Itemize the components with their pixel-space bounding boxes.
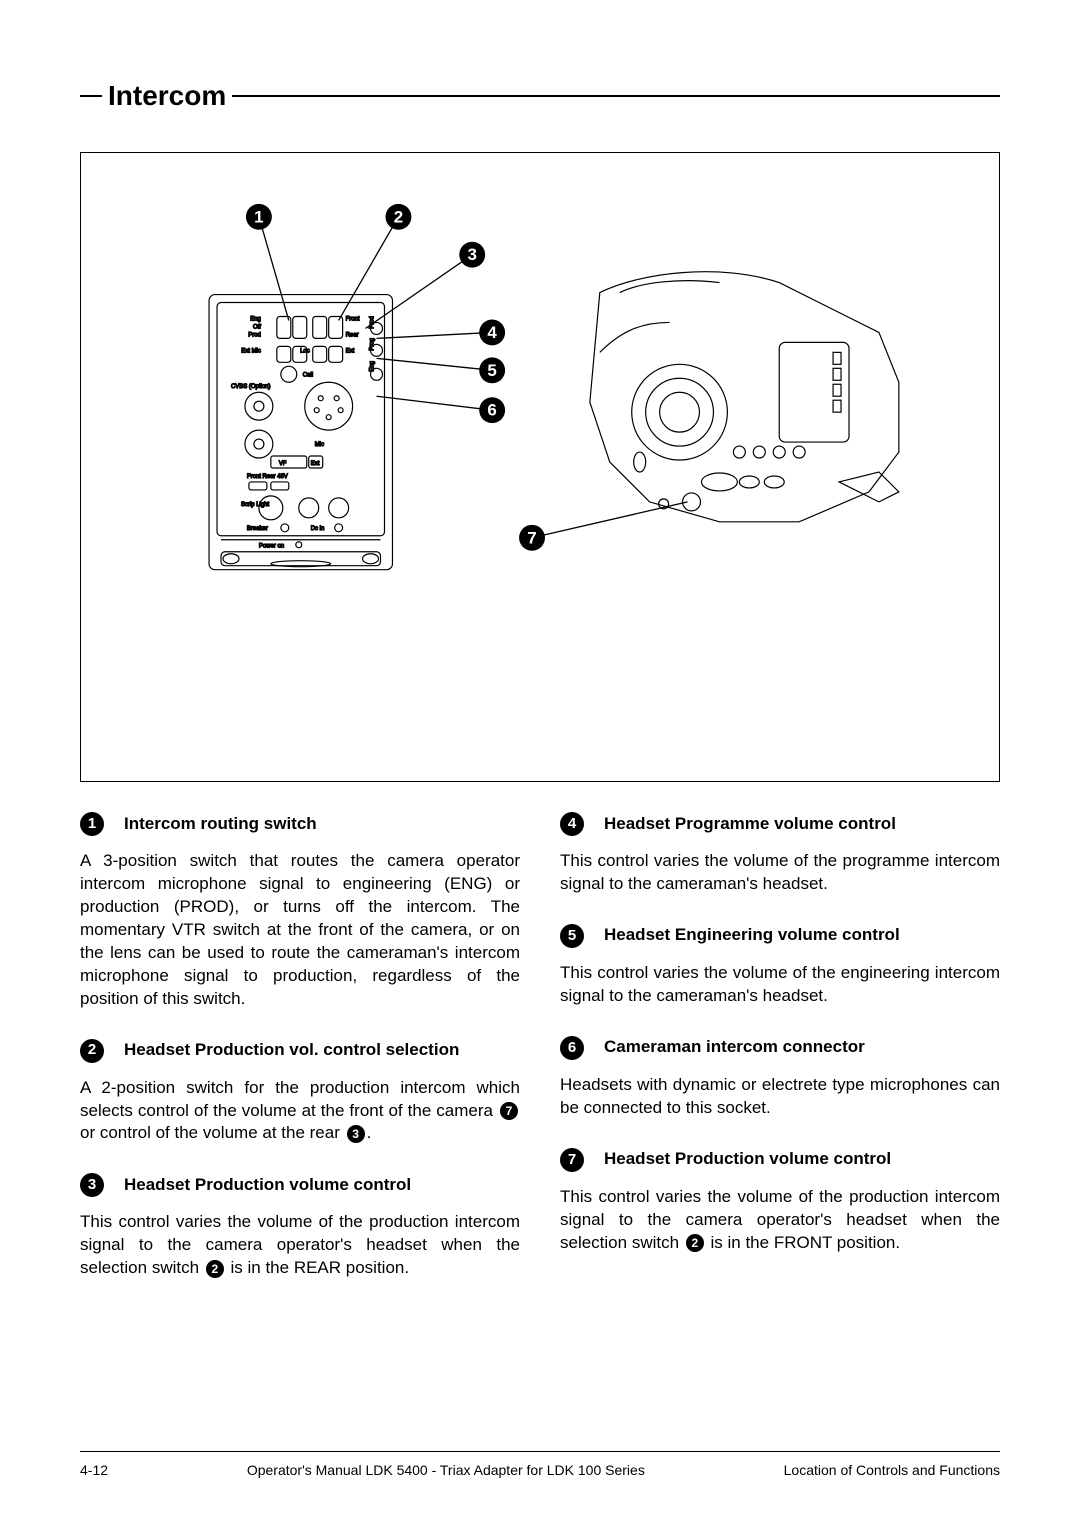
- item-title: Headset Production vol. control selectio…: [124, 1039, 459, 1062]
- item-badge: 3: [80, 1173, 104, 1197]
- svg-text:Call: Call: [303, 372, 313, 378]
- item-head: 6 Cameraman intercom connector: [560, 1036, 1000, 1060]
- svg-text:Dc in: Dc in: [311, 526, 325, 532]
- item-1: 1 Intercom routing switch A 3-position swi…: [80, 812, 520, 1011]
- item-head: 2 Headset Production vol. control selecti…: [80, 1039, 520, 1063]
- rule-left: [80, 95, 102, 97]
- section-title: Intercom: [108, 80, 226, 112]
- inline-badge: 7: [500, 1102, 518, 1120]
- figure-box: Eng Off Prod Front Rear Ext Mic Loc Ext …: [80, 152, 1000, 782]
- item-badge: 2: [80, 1039, 104, 1063]
- figure-svg: Eng Off Prod Front Rear Ext Mic Loc Ext …: [81, 153, 999, 781]
- svg-text:Prog: Prog: [370, 338, 376, 351]
- svg-text:Front: Front: [346, 316, 360, 322]
- item-badge: 5: [560, 924, 584, 948]
- svg-text:Eng: Eng: [250, 316, 261, 322]
- svg-text:Power on: Power on: [259, 544, 284, 550]
- item-body: This control varies the volume of the en…: [560, 962, 1000, 1008]
- right-column: 4 Headset Programme volume control This co…: [560, 812, 1000, 1308]
- item-title: Headset Production volume control: [604, 1148, 891, 1171]
- item-body: This control varies the volume of the pr…: [560, 1186, 1000, 1255]
- text-columns: 1 Intercom routing switch A 3-position swi…: [80, 812, 1000, 1308]
- item-title: Intercom routing switch: [124, 813, 317, 836]
- footer-center: Operator's Manual LDK 5400 - Triax Adapt…: [108, 1462, 784, 1478]
- item-title: Cameraman intercom connector: [604, 1036, 865, 1059]
- inline-badge: 2: [206, 1260, 224, 1278]
- item-head: 5 Headset Engineering volume control: [560, 924, 1000, 948]
- rear-panel: Eng Off Prod Front Rear Ext Mic Loc Ext …: [209, 295, 392, 570]
- camera-outline: [590, 272, 899, 522]
- item-7: 7 Headset Production volume control This c…: [560, 1148, 1000, 1255]
- svg-text:6: 6: [487, 401, 496, 420]
- svg-text:7: 7: [527, 528, 536, 547]
- svg-text:3: 3: [468, 245, 477, 264]
- svg-text:5: 5: [487, 361, 496, 380]
- item-title: Headset Engineering volume control: [604, 924, 900, 947]
- svg-text:Ext Mic: Ext Mic: [241, 348, 261, 354]
- inline-badge: 3: [347, 1125, 365, 1143]
- svg-text:1: 1: [254, 207, 263, 226]
- page-number: 4-12: [80, 1462, 108, 1478]
- svg-text:Front Rear 48V: Front Rear 48V: [247, 474, 288, 480]
- item-body: Headsets with dynamic or electrete type …: [560, 1074, 1000, 1120]
- item-badge: 4: [560, 812, 584, 836]
- item-head: 7 Headset Production volume control: [560, 1148, 1000, 1172]
- item-title: Headset Programme volume control: [604, 813, 896, 836]
- svg-text:Ext: Ext: [346, 348, 355, 354]
- rule-right: [232, 95, 1000, 97]
- svg-text:2: 2: [394, 207, 403, 226]
- inline-badge: 2: [686, 1234, 704, 1252]
- item-body: A 2-position switch for the production i…: [80, 1077, 520, 1146]
- svg-text:Ext: Ext: [311, 461, 320, 467]
- svg-text:Scrip Light: Scrip Light: [241, 502, 270, 508]
- svg-text:VF: VF: [279, 461, 287, 467]
- item-head: 1 Intercom routing switch: [80, 812, 520, 836]
- item-badge: 6: [560, 1036, 584, 1060]
- svg-text:Rear: Rear: [346, 332, 359, 338]
- svg-text:Loc: Loc: [300, 348, 310, 354]
- item-head: 3 Headset Production volume control: [80, 1173, 520, 1197]
- item-5: 5 Headset Engineering volume control This …: [560, 924, 1000, 1008]
- section-header: Intercom: [80, 80, 1000, 112]
- item-4: 4 Headset Programme volume control This co…: [560, 812, 1000, 896]
- footer-right: Location of Controls and Functions: [784, 1462, 1000, 1478]
- item-head: 4 Headset Programme volume control: [560, 812, 1000, 836]
- svg-text:Mic: Mic: [315, 442, 324, 448]
- svg-text:Breaker: Breaker: [247, 526, 268, 532]
- svg-text:4: 4: [487, 323, 497, 342]
- svg-text:Eng: Eng: [370, 361, 376, 372]
- item-6: 6 Cameraman intercom connector Headsets wi…: [560, 1036, 1000, 1120]
- svg-text:Off: Off: [253, 324, 261, 330]
- left-column: 1 Intercom routing switch A 3-position swi…: [80, 812, 520, 1308]
- footer: 4-12 Operator's Manual LDK 5400 - Triax …: [80, 1451, 1000, 1478]
- item-title: Headset Production volume control: [124, 1174, 411, 1197]
- item-2: 2 Headset Production vol. control selecti…: [80, 1039, 520, 1146]
- item-body: A 3-position switch that routes the came…: [80, 850, 520, 1011]
- item-badge: 7: [560, 1148, 584, 1172]
- svg-text:Prod: Prod: [248, 332, 261, 338]
- svg-text:CVBS (Option): CVBS (Option): [231, 384, 270, 390]
- item-badge: 1: [80, 812, 104, 836]
- item-3: 3 Headset Production volume control This c…: [80, 1173, 520, 1280]
- item-body: This control varies the volume of the pr…: [80, 1211, 520, 1280]
- item-body: This control varies the volume of the pr…: [560, 850, 1000, 896]
